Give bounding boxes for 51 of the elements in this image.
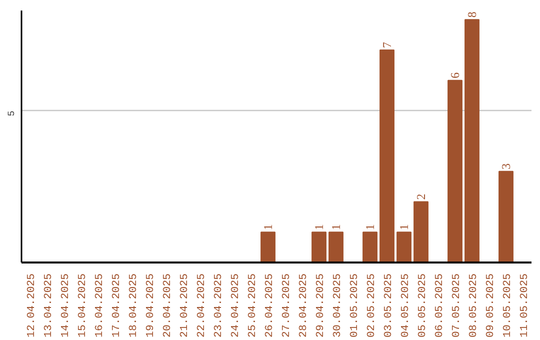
x-tick-label: 16.04.2025 [94, 273, 106, 338]
x-tick-label: 23.04.2025 [213, 273, 225, 338]
x-tick-label: 03.05.2025 [383, 273, 395, 338]
x-tick-label: 24.04.2025 [230, 273, 242, 338]
bar [362, 232, 378, 262]
x-tick-label: 08.05.2025 [468, 273, 480, 338]
bar [498, 170, 514, 262]
x-tick-label: 20.04.2025 [162, 273, 174, 338]
x-tick-label: 13.04.2025 [43, 273, 55, 338]
x-tick-label: 30.04.2025 [332, 273, 344, 338]
data-label: 8 [465, 12, 479, 18]
bar [464, 19, 480, 262]
data-label: 3 [499, 163, 513, 170]
x-tick-label: 05.05.2025 [417, 273, 429, 338]
bar [328, 232, 344, 262]
bar [312, 232, 326, 262]
x-tick-label: 09.05.2025 [485, 273, 497, 338]
x-tick-label: 26.04.2025 [264, 273, 276, 338]
data-label: 7 [380, 42, 394, 48]
data-label: 1 [312, 224, 326, 230]
x-tick-label: 19.04.2025 [145, 273, 157, 338]
x-tick-label: 01.05.2025 [349, 273, 361, 338]
x-tick-label: 18.04.2025 [128, 273, 140, 338]
bar [260, 232, 276, 262]
x-tick-label: 29.04.2025 [315, 273, 327, 338]
y-tick-label: 5 [6, 110, 17, 116]
x-tick-label: 28.04.2025 [298, 273, 310, 338]
bar [448, 80, 462, 262]
x-tick-label: 07.05.2025 [451, 273, 463, 338]
x-tick-label: 11.05.2025 [519, 273, 531, 338]
data-label: 1 [261, 224, 275, 230]
x-tick-label: 15.04.2025 [77, 273, 89, 338]
x-tick-label: 10.05.2025 [502, 273, 514, 338]
x-tick-label: 25.04.2025 [247, 273, 259, 338]
data-label: 1 [363, 224, 377, 230]
data-label: 1 [329, 224, 343, 230]
bar [380, 49, 394, 262]
x-tick-label: 12.04.2025 [26, 273, 38, 338]
data-label: 1 [397, 224, 411, 230]
data-label: 2 [414, 194, 428, 200]
x-tick-label: 02.05.2025 [366, 273, 378, 338]
x-tick-label: 06.05.2025 [434, 273, 446, 338]
data-label: 6 [448, 72, 462, 78]
x-tick-label: 14.04.2025 [60, 273, 72, 338]
x-tick-label: 21.04.2025 [179, 273, 191, 338]
x-tick-label: 04.05.2025 [400, 273, 412, 338]
x-tick-label: 17.04.2025 [111, 273, 123, 338]
x-tick-label: 22.04.2025 [196, 273, 208, 338]
bar [414, 201, 428, 262]
bar [396, 232, 412, 262]
x-tick-label: 27.04.2025 [281, 273, 293, 338]
